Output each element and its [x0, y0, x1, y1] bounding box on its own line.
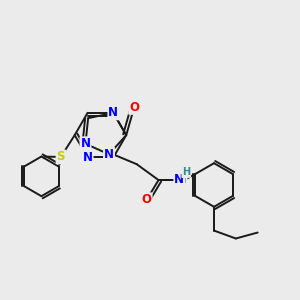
Text: N: N	[104, 148, 114, 161]
Text: N: N	[108, 106, 118, 119]
Text: N: N	[174, 172, 184, 186]
Text: H: H	[178, 175, 187, 185]
Text: S: S	[57, 150, 65, 164]
Text: O: O	[129, 101, 139, 114]
Text: H: H	[182, 167, 190, 177]
Text: N: N	[82, 151, 93, 164]
Text: N: N	[80, 137, 91, 150]
Text: O: O	[142, 194, 152, 206]
